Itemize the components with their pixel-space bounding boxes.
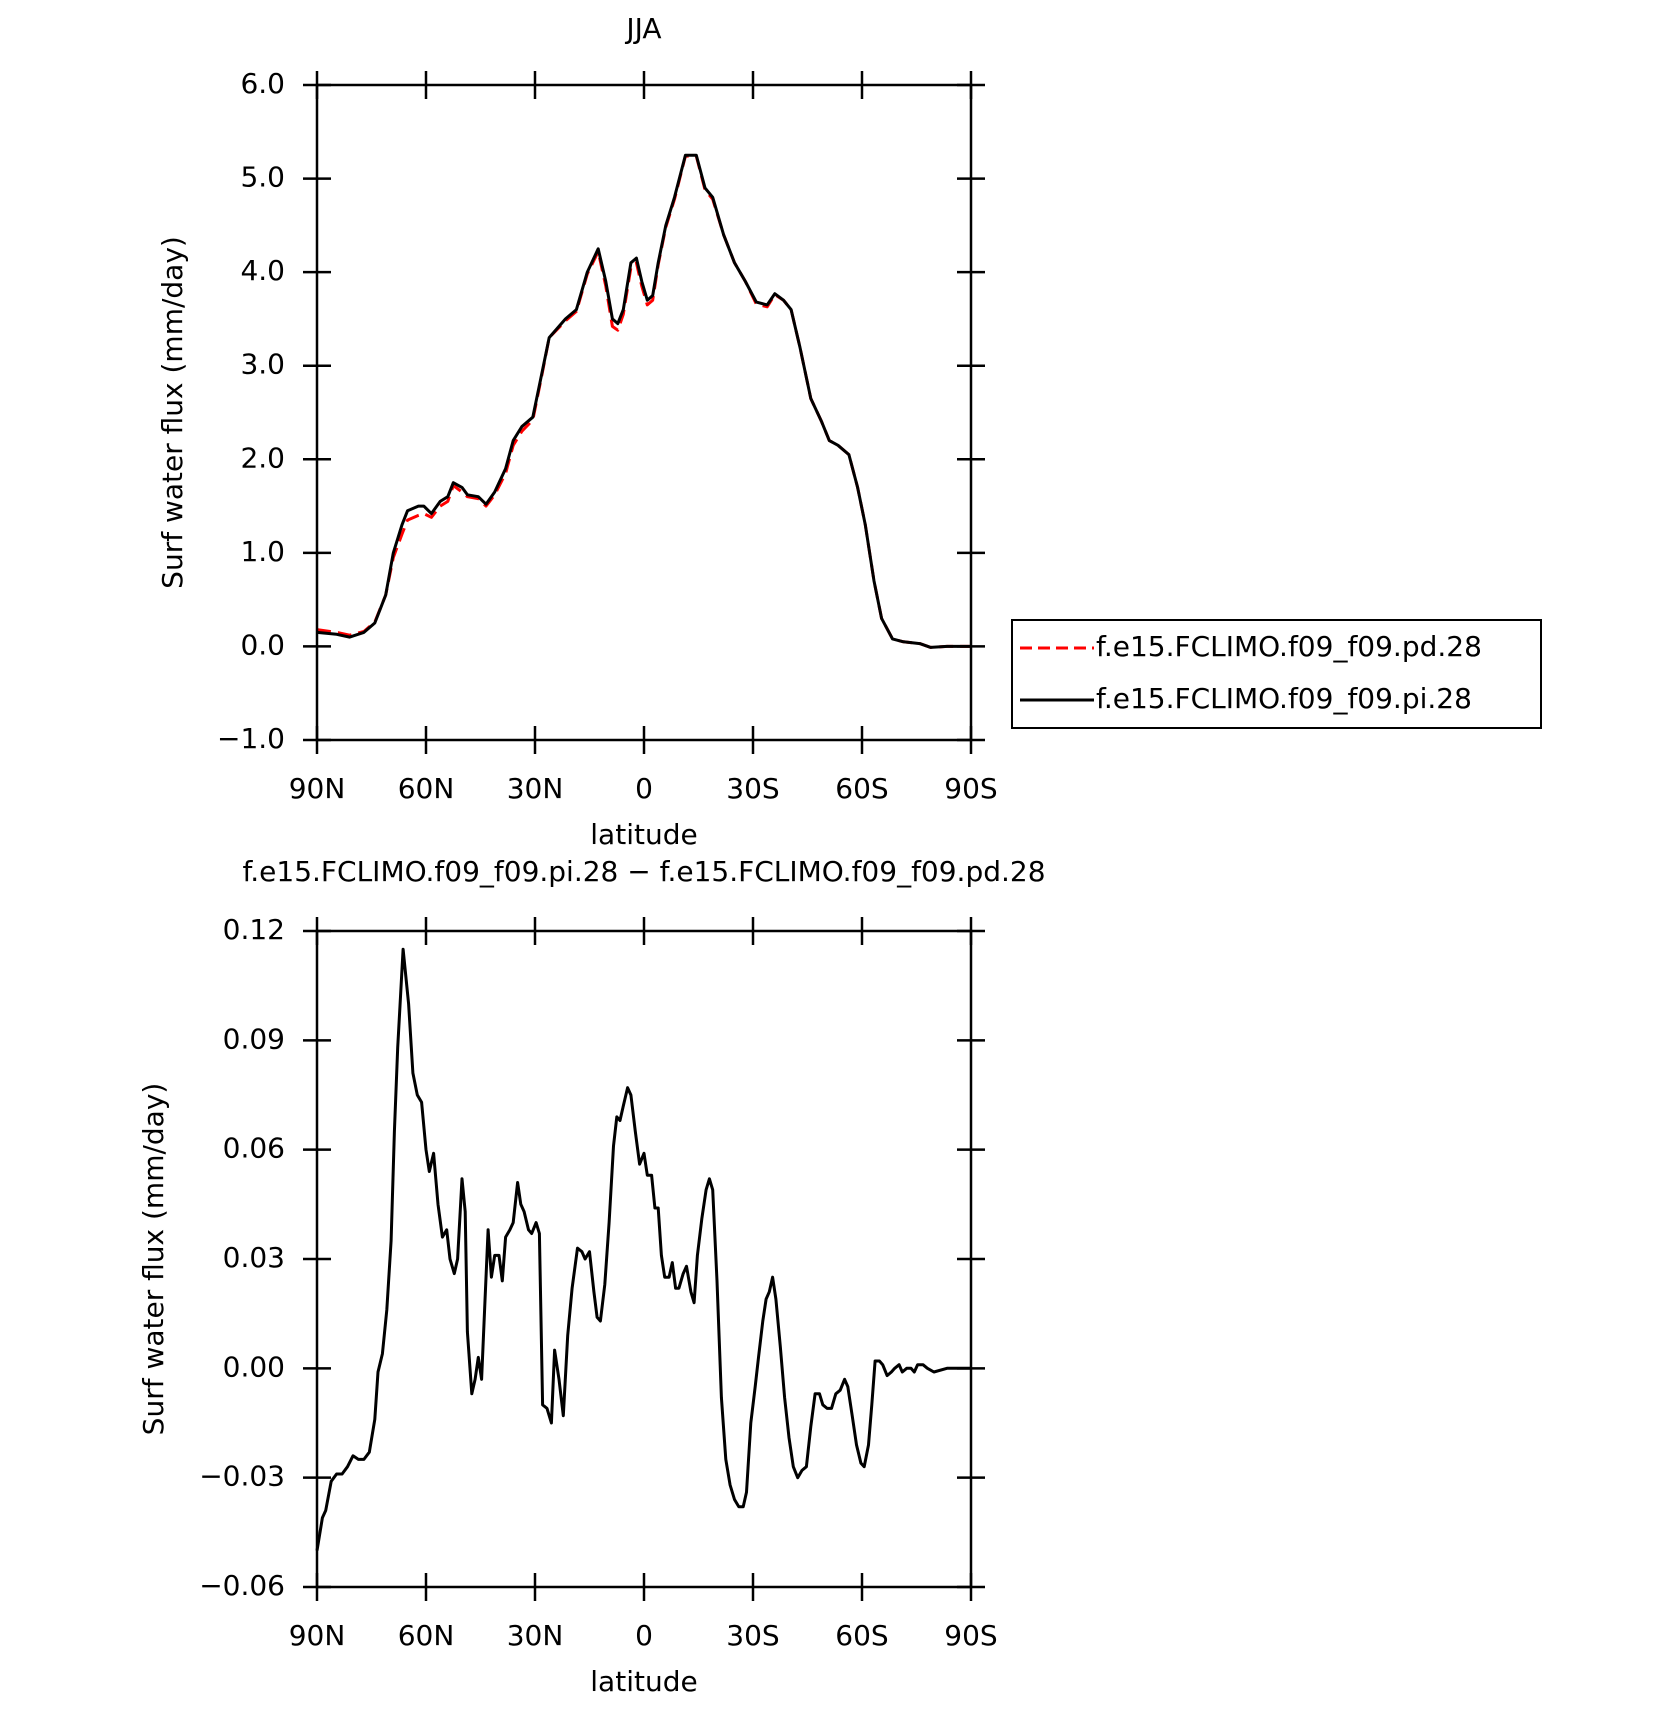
x-tick-label: 90N [289, 772, 346, 805]
x-tick-label: 60S [835, 1619, 888, 1652]
legend-label: f.e15.FCLIMO.f09_f09.pd.28 [1096, 630, 1482, 663]
x-axis-label: latitude [590, 818, 697, 851]
y-axis-label: Surf water flux (mm/day) [137, 1083, 170, 1436]
y-tick-label: 3.0 [240, 348, 285, 381]
x-tick-label: 90S [944, 772, 997, 805]
x-tick-label: 30S [726, 1619, 779, 1652]
plot-frame [315, 929, 973, 1589]
y-tick-label: −0.06 [199, 1569, 285, 1602]
y-tick-label: 1.0 [240, 535, 285, 568]
x-tick-label: 60S [835, 772, 888, 805]
x-tick-label: 90S [944, 1619, 997, 1652]
x-tick-label: 60N [398, 1619, 455, 1652]
y-tick-label: 0.03 [223, 1241, 285, 1274]
plot-frame [315, 83, 973, 742]
y-tick-label: 0.09 [223, 1022, 285, 1055]
chart-title: f.e15.FCLIMO.f09_f09.pi.28 − f.e15.FCLIM… [242, 855, 1045, 888]
x-axis-label: latitude [590, 1665, 697, 1698]
data-line [316, 154, 971, 649]
chart-title: JJA [624, 12, 661, 45]
y-tick-label: 5.0 [240, 161, 285, 194]
x-tick-label: 0 [635, 772, 653, 805]
legend-box [1011, 619, 1542, 729]
legend-label: f.e15.FCLIMO.f09_f09.pi.28 [1096, 682, 1472, 715]
x-tick-label: 60N [398, 772, 455, 805]
y-tick-label: 0.00 [223, 1350, 285, 1383]
data-line [315, 947, 971, 1551]
y-tick-label: −1.0 [217, 722, 285, 755]
y-tick-label: 0.06 [223, 1132, 285, 1165]
x-tick-label: 90N [289, 1619, 346, 1652]
y-tick-label: 0.0 [240, 628, 285, 661]
x-tick-label: 0 [635, 1619, 653, 1652]
x-tick-label: 30S [726, 772, 779, 805]
x-tick-label: 30N [507, 772, 564, 805]
y-tick-label: 0.12 [223, 913, 285, 946]
y-axis-label: Surf water flux (mm/day) [156, 236, 189, 589]
y-tick-label: 4.0 [240, 254, 285, 287]
y-tick-label: 6.0 [240, 67, 285, 100]
data-line [316, 153, 971, 649]
y-tick-label: −0.03 [199, 1460, 285, 1493]
y-tick-label: 2.0 [240, 441, 285, 474]
x-tick-label: 30N [507, 1619, 564, 1652]
